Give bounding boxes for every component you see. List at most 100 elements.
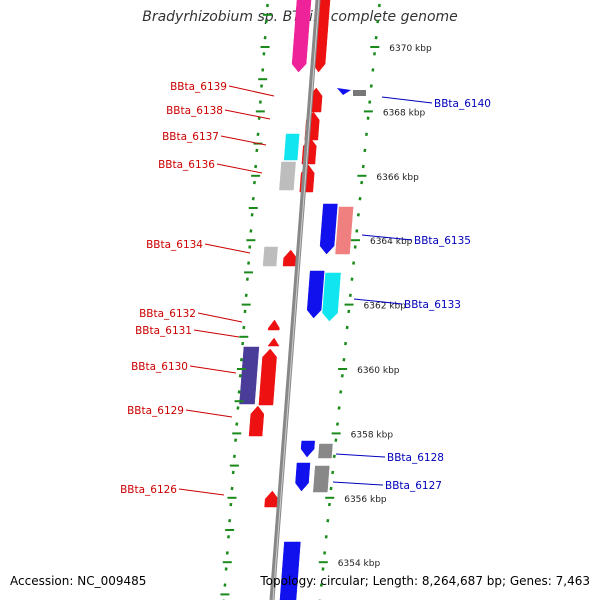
right-ruler-dot (360, 180, 364, 185)
leader-line-BBta_6134 (204, 243, 251, 254)
leader-line-BBta_6139 (228, 85, 275, 97)
left-ruler-dot (245, 277, 249, 281)
scale-label-6362: 6362 kbp (364, 302, 407, 312)
right-ruler-dot (345, 325, 349, 330)
right-ruler-dot (339, 390, 343, 394)
left-ruler-dot (234, 438, 238, 442)
right-ruler-dot (374, 35, 378, 40)
gene-feature-12 (282, 249, 297, 267)
right-ruler-dot (329, 486, 333, 491)
gene-label-BBta_6134: BBta_6134 (146, 239, 203, 251)
genome-backbone-highlight (272, 0, 320, 600)
right-ruler-dot (347, 309, 351, 314)
left-ruler-dot (256, 132, 260, 137)
right-ruler-dot (368, 100, 372, 104)
genome-backbone (269, 0, 321, 600)
right-ruler-dot (342, 357, 346, 362)
left-ruler-dot (239, 357, 243, 362)
gene-feature-25 (279, 541, 301, 600)
gene-label-BBta_6127: BBta_6127 (385, 480, 442, 492)
left-ruler-dot (229, 502, 233, 507)
gene-label-BBta_6136: BBta_6136 (158, 159, 215, 171)
left-ruler-dot (264, 19, 268, 24)
right-ruler-dot (319, 583, 323, 587)
left-ruler-dot (236, 406, 240, 410)
gene-label-BBta_6131: BBta_6131 (135, 325, 192, 337)
gene-feature-23 (313, 465, 330, 493)
left-ruler-dot (262, 52, 266, 56)
right-ruler-dot (321, 567, 325, 571)
left-ruler-dot (244, 293, 248, 298)
left-ruler-dot (260, 84, 264, 88)
left-ruler-dot (228, 518, 232, 523)
gene-label-BBta_6132: BBta_6132 (139, 308, 196, 320)
gene-label-BBta_6130: BBta_6130 (131, 361, 188, 373)
gene-label-BBta_6133: BBta_6133 (404, 299, 461, 311)
scale-label-6370: 6370 kbp (389, 44, 432, 54)
right-ruler-dot (324, 535, 328, 539)
leader-line-BBta_6140 (381, 96, 433, 104)
gene-label-BBta_6128: BBta_6128 (387, 452, 444, 464)
left-ruler-dot (255, 148, 259, 153)
right-ruler-dot (344, 341, 348, 346)
right-ruler-dot (332, 454, 336, 459)
left-ruler-dot (223, 583, 227, 587)
right-ruler-dot (336, 422, 339, 426)
gene-feature-7 (279, 161, 296, 191)
right-ruler-dot (373, 52, 377, 56)
leader-line-BBta_6130 (189, 365, 237, 374)
left-ruler-dot (231, 470, 235, 475)
left-ruler-dot (254, 164, 258, 169)
right-ruler-dot (376, 19, 380, 24)
gene-feature-21 (318, 443, 333, 459)
gene-feature-16 (267, 337, 280, 347)
leader-line-BBta_6133 (353, 298, 403, 305)
scale-label-6354: 6354 kbp (338, 559, 381, 569)
leader-line-BBta_6132 (197, 312, 243, 323)
gene-label-BBta_6129: BBta_6129 (127, 405, 184, 417)
left-ruler-dot (251, 196, 255, 201)
right-ruler-dot (364, 132, 368, 137)
gene-label-BBta_6138: BBta_6138 (166, 105, 223, 117)
left-ruler-dot (242, 325, 246, 330)
right-ruler-dot (369, 84, 373, 88)
right-ruler-dot (326, 518, 330, 523)
right-ruler-dot (340, 374, 344, 378)
gene-feature-10 (335, 206, 354, 255)
leader-line-BBta_6128 (335, 453, 386, 458)
gene-label-BBta_6137: BBta_6137 (162, 131, 219, 143)
gene-feature-22 (295, 462, 311, 492)
right-ruler-dot (377, 3, 381, 8)
left-ruler-dot (261, 68, 265, 72)
leader-line-BBta_6129 (185, 409, 233, 418)
left-ruler-dot (250, 213, 254, 217)
right-ruler-dot (334, 438, 338, 442)
left-ruler-dot (235, 422, 239, 426)
left-ruler-dot (230, 486, 234, 491)
right-ruler-dot (371, 68, 375, 72)
gene-feature-1 (291, 0, 312, 73)
scale-label-6358: 6358 kbp (351, 430, 394, 440)
left-ruler-dot (224, 567, 228, 571)
gene-feature-9 (319, 203, 338, 255)
left-ruler-dot (232, 454, 236, 459)
left-ruler-dot (265, 3, 269, 8)
leader-line-BBta_6127 (332, 481, 384, 486)
gene-feature-20 (300, 440, 315, 458)
left-ruler-dot (263, 35, 267, 40)
right-ruler-dot (361, 164, 365, 169)
right-ruler-dot (348, 293, 352, 298)
left-ruler-dot (227, 535, 230, 539)
gene-feature-14 (322, 272, 341, 322)
left-ruler-dot (237, 390, 241, 394)
leader-line-BBta_6136 (216, 163, 263, 174)
right-ruler-dot (327, 502, 331, 507)
scale-label-6366: 6366 kbp (376, 173, 419, 183)
gene-label-BBta_6126: BBta_6126 (120, 484, 177, 496)
left-ruler-dot (247, 261, 251, 265)
scale-label-6368: 6368 kbp (383, 108, 426, 118)
leader-line-BBta_6131 (193, 329, 240, 338)
leader-line-BBta_6135 (361, 234, 413, 241)
leader-line-BBta_6138 (224, 109, 271, 120)
right-ruler-dot (323, 551, 327, 555)
